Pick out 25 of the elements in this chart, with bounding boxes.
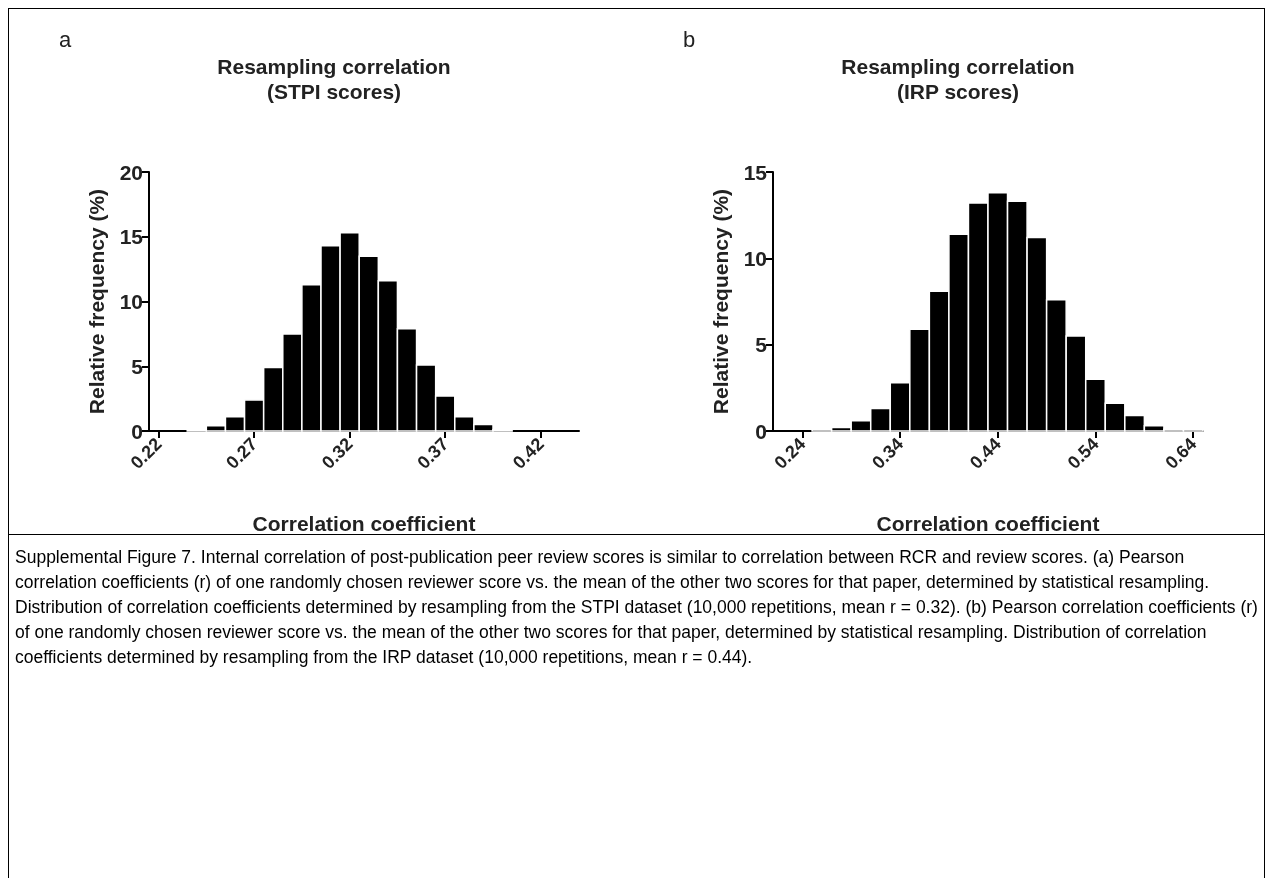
x-tick-label: 0.54 — [1063, 433, 1103, 473]
y-tick-label: 10 — [743, 246, 767, 270]
y-tick-label: 15 — [119, 225, 144, 249]
x-axis-title: Correlation coefficient — [876, 512, 1100, 535]
y-tick-label: 0 — [131, 419, 143, 443]
y-tick-label: 20 — [119, 160, 143, 184]
x-tick-label: 0.44 — [965, 433, 1005, 473]
text: b — [683, 27, 696, 53]
y-tick-label: 0 — [755, 419, 767, 443]
y-tick-label: 10 — [119, 290, 143, 313]
x-axis-title: Correlation coefficient — [252, 512, 476, 535]
x-tick-label: 0.34 — [868, 433, 908, 473]
chart-title: Resampling correlation (IRP scores) — [841, 55, 1075, 103]
y-tick-label: 5 — [131, 354, 144, 378]
x-tick-label: 0.24 — [770, 433, 810, 473]
text: a — [59, 27, 72, 53]
text: Supplemental Figure 7. Internal correlation of post-publication peer review scores is similar to correlation between RCR and review scores. (a) Pearson correlation coefficients (r) of one randomly chosen reviewer score vs. the mean of the other two scores for that paper, determined by statistical resampling. Distribution of correlation coefficients determined by resampling from the STPI dataset (10,000 repetitions, mean r = 0.32). (b) Pearson correlation coefficients (r) of one randomly chosen reviewer score vs. the mean of the other two scores for that paper, determined by statistical resampling. Distribution of correlation coefficients determined by resampling from the IRP dataset (10,000 repetitions, mean r = 0.44). — [14, 546, 1259, 669]
y-axis-title: Relative frequency (%) — [709, 188, 732, 415]
x-tick-label: 0.32 — [317, 433, 357, 473]
y-tick-label: 5 — [755, 333, 768, 357]
chart-title: Resampling correlation (STPI scores) — [217, 55, 451, 103]
y-tick-label: 15 — [743, 160, 768, 184]
y-axis-title: Relative frequency (%) — [85, 188, 108, 415]
x-tick-label: 0.42 — [508, 433, 548, 473]
x-tick-label: 0.64 — [1161, 433, 1201, 473]
